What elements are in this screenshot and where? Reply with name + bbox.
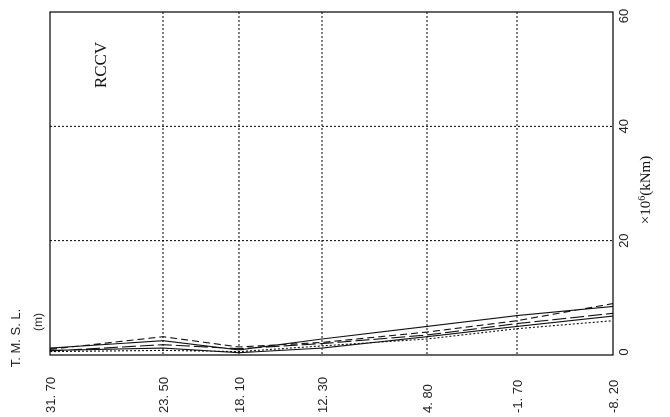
chart-title: RCCV bbox=[91, 41, 110, 88]
x-tick-label: 18. 10 bbox=[232, 377, 247, 413]
y-axis-label: ×106(kNm) bbox=[637, 156, 655, 224]
y-axis-label-exponent: 6 bbox=[637, 196, 648, 201]
x-axis-unit: (m) bbox=[31, 313, 45, 331]
grid-lines bbox=[50, 12, 613, 355]
x-axis-label: T. M. S. L. bbox=[8, 309, 23, 368]
y-tick-label: 40 bbox=[616, 119, 631, 133]
y-tick-label: 60 bbox=[616, 9, 631, 23]
series-line-1 bbox=[49, 315, 614, 354]
x-tick-label: -1. 70 bbox=[510, 380, 525, 413]
x-tick-labels: 31. 70 23. 50 18. 10 12. 30 4. 80 -1. 70 -8. 2… bbox=[43, 377, 621, 413]
x-tick-label: -8. 20 bbox=[606, 380, 621, 413]
y-tick-label: 0 bbox=[616, 348, 631, 355]
series-line-5 bbox=[49, 320, 614, 353]
series-line-3 bbox=[49, 303, 614, 350]
plot-frame bbox=[49, 11, 614, 356]
x-tick-label: 31. 70 bbox=[43, 377, 58, 413]
y-axis-label-unit: (kNm) bbox=[638, 156, 654, 196]
x-tick-label: 4. 80 bbox=[420, 384, 435, 413]
y-axis-label-prefix: ×10 bbox=[638, 201, 654, 224]
y-tick-label: 20 bbox=[616, 233, 631, 247]
series-group bbox=[49, 303, 614, 354]
y-tick-labels: 0 20 40 60 bbox=[616, 9, 631, 356]
x-tick-label: 12. 30 bbox=[315, 377, 330, 413]
series-line-2 bbox=[49, 305, 614, 351]
series-line-4 bbox=[49, 312, 614, 352]
x-tick-label: 23. 50 bbox=[156, 377, 171, 413]
